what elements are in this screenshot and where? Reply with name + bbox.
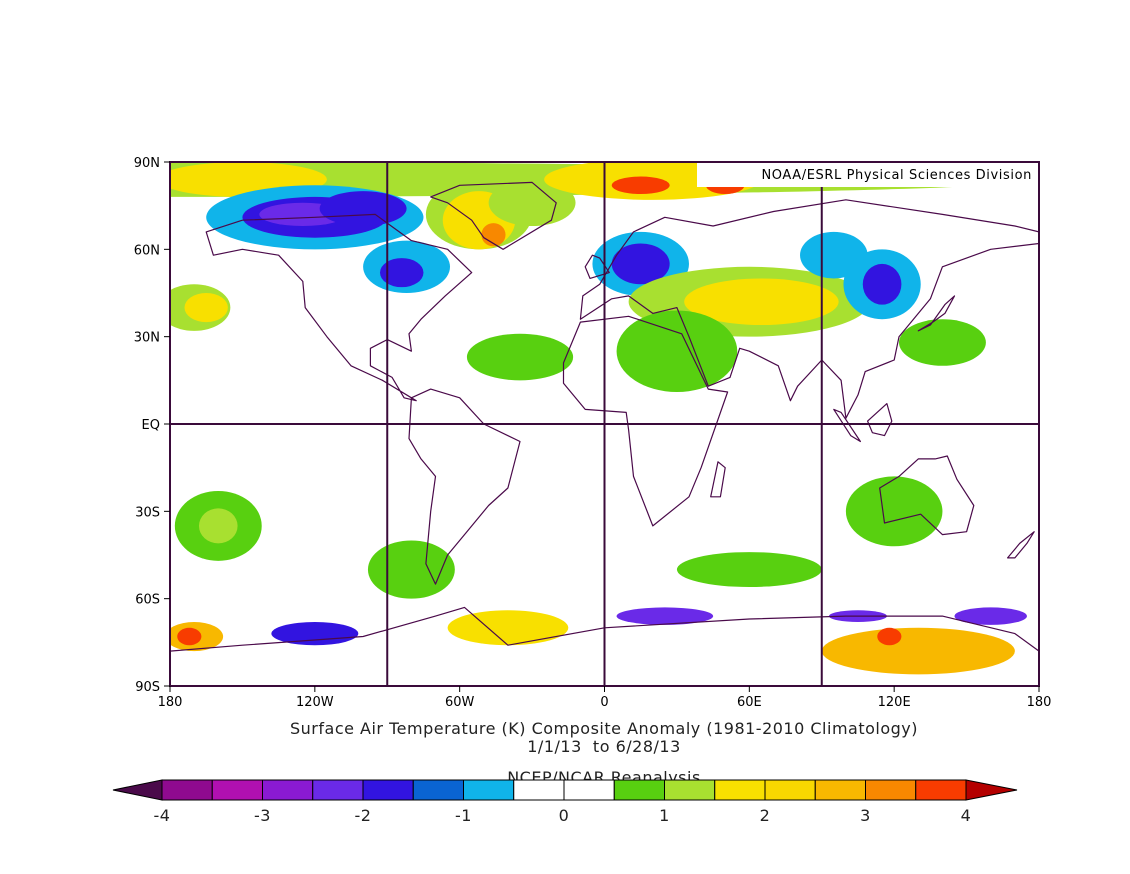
lon-tick-label: 180 (158, 695, 183, 710)
lat-tick-label: 30S (135, 505, 160, 520)
colorbar-tick-label: -4 (154, 806, 171, 825)
credit-box (697, 163, 1038, 187)
lat-tick-label: 60S (135, 593, 160, 608)
colorbar-swatch (915, 779, 967, 801)
colorbar-swatch (764, 779, 816, 801)
lon-tick-label: 120E (878, 695, 911, 710)
anomaly-region-27 (845, 476, 943, 547)
credit-label: NOAA/ESRL Physical Sciences Division (761, 168, 1032, 183)
colorbar-swatch (513, 779, 565, 801)
anomaly-region-22 (184, 293, 228, 323)
longitude-labels: 180 120W 60W 0 60E 120E 180 (158, 686, 1052, 710)
lon-tick-label: 60W (445, 695, 475, 710)
lon-tick-label: 120W (296, 695, 334, 710)
colorbar-swatch (714, 779, 766, 801)
coastline-british-isles (584, 254, 610, 279)
lon-tick-label: 180 (1027, 695, 1052, 710)
colorbar-low-arrow (112, 779, 163, 801)
colorbar-tick-label: -2 (355, 806, 372, 825)
coastline-sumatra (833, 408, 861, 443)
colorbar-swatch (563, 779, 615, 801)
lat-tick-label: 60N (134, 243, 160, 258)
lat-tick-label: EQ (142, 418, 160, 433)
lat-tick-label: 90S (135, 680, 160, 695)
map-panel: NOAA/ESRL Physical Sciences Division 90N… (134, 156, 1052, 710)
anomaly-region-35 (447, 610, 569, 646)
colorbar-swatch (211, 779, 263, 801)
coastline-europe-asia (579, 199, 1039, 419)
coastline-borneo (867, 403, 893, 437)
colorbar-swatch (161, 779, 213, 801)
colorbar-swatch (463, 779, 515, 801)
colorbar-swatch (412, 779, 464, 801)
coastline-madagascar (710, 461, 726, 498)
lon-tick-label: 0 (600, 695, 608, 710)
lat-tick-label: 90N (134, 156, 160, 171)
anomaly-region-39 (954, 607, 1027, 625)
colorbar-swatch (312, 779, 364, 801)
coastline-africa (562, 315, 729, 527)
anomaly-region-38 (877, 627, 902, 646)
coastline-north-america (205, 213, 473, 402)
anomaly-region-9 (488, 179, 576, 227)
colorbar-swatch (664, 779, 716, 801)
anomaly-region-19 (616, 310, 738, 392)
anomaly-region-16 (611, 243, 670, 285)
anomaly-region-31 (676, 552, 822, 588)
anomaly-region-25 (862, 263, 902, 305)
lat-tick-label: 30N (134, 331, 160, 346)
colorbar-swatch (865, 779, 917, 801)
anomaly-region-37 (821, 627, 1015, 675)
coastline-japan (917, 295, 956, 332)
colorbar-tick-label: 1 (659, 806, 670, 825)
anomaly-region-18 (684, 278, 839, 326)
colorbar (112, 779, 1018, 801)
colorbar-tick-label: 2 (760, 806, 771, 825)
lon-tick-label: 60E (737, 695, 762, 710)
date-range: 1/1/13 to 6/28/13 (527, 737, 681, 756)
anomaly-region-20 (466, 333, 574, 381)
gridlines (170, 162, 1039, 686)
colorbar-tick-labels: -4 -3 -2 -1 0 1 2 3 4 (154, 806, 972, 825)
anomaly-region-8 (481, 223, 506, 247)
colorbar-tick-label: 3 (860, 806, 871, 825)
colorbar-swatch (814, 779, 866, 801)
colorbar-high-arrow (965, 779, 1018, 801)
anomaly-region-33 (177, 627, 202, 646)
anomaly-region-5 (319, 191, 407, 227)
anomaly-region-11 (380, 258, 424, 288)
anomaly-region-26 (898, 319, 986, 366)
colorbar-tick-label: -3 (254, 806, 271, 825)
coastline-australia (879, 455, 975, 536)
anomaly-region-29 (198, 508, 238, 544)
colorbar-swatch (613, 779, 665, 801)
title: Surface Air Temperature (K) Composite An… (290, 719, 918, 738)
coastline-south-america (408, 388, 521, 585)
coastline-new-zealand (1007, 531, 1035, 559)
colorbar-tick-label: -1 (455, 806, 472, 825)
colorbar-swatch (262, 779, 314, 801)
coastline-greenland (430, 181, 557, 250)
anomaly-region-30 (367, 540, 455, 599)
latitude-labels: 90N 60N 30N EQ 30S 60S 90S (134, 156, 170, 695)
anomaly-region-13 (611, 176, 670, 195)
colorbar-tick-label: 0 (559, 806, 570, 825)
colorbar-swatch (362, 779, 414, 801)
anomaly-region-36 (616, 607, 714, 625)
colorbar-tick-label: 4 (961, 806, 972, 825)
anomaly-region-34 (271, 621, 359, 646)
